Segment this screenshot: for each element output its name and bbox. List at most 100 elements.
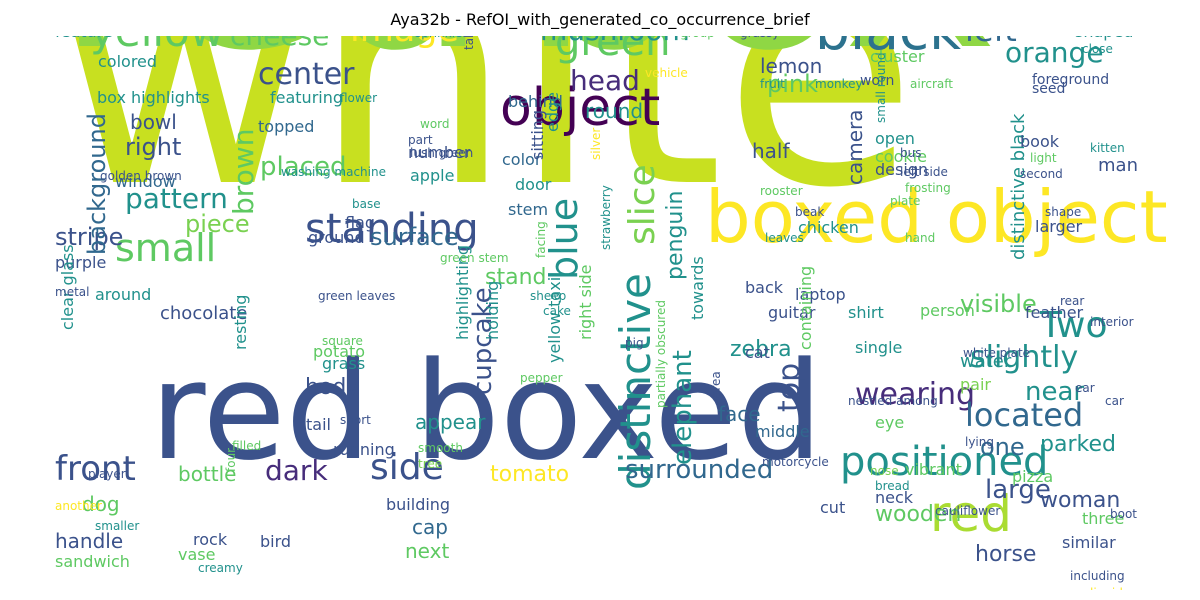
word-cloud-word: nose bbox=[870, 464, 899, 479]
word-cloud-word: light bbox=[1030, 151, 1057, 166]
word-cloud-word: orange bbox=[1005, 36, 1104, 70]
word-cloud-word: top bbox=[772, 362, 807, 412]
word-cloud-word: wearing bbox=[855, 377, 976, 413]
word-cloud-word: cheese bbox=[230, 36, 329, 50]
word-cloud-word: side bbox=[370, 447, 444, 489]
word-cloud-word: cake bbox=[543, 304, 571, 319]
word-cloud-word: rock bbox=[193, 529, 228, 549]
word-cloud-word: word bbox=[420, 117, 450, 132]
word-cloud-word: surrounded bbox=[625, 454, 774, 485]
word-cloud-word: aircraft bbox=[910, 77, 953, 92]
word-cloud-word: similar bbox=[1062, 532, 1116, 552]
word-cloud-word: black bbox=[815, 36, 961, 58]
word-cloud-word: frosting bbox=[905, 181, 951, 196]
word-cloud-word: window bbox=[115, 171, 176, 191]
word-cloud-word: stand bbox=[485, 264, 547, 290]
word-cloud-word: tree bbox=[418, 457, 443, 472]
word-cloud-word: person bbox=[920, 300, 975, 320]
word-cloud-word: smooth bbox=[418, 441, 463, 456]
word-cloud-word: bottle bbox=[178, 461, 237, 486]
word-cloud-word: flag bbox=[345, 212, 376, 232]
word-cloud-word: ground bbox=[308, 227, 365, 247]
word-cloud-word: number bbox=[408, 142, 471, 162]
word-cloud-word: beak bbox=[795, 205, 825, 220]
word-cloud-word: another bbox=[55, 499, 102, 514]
word-cloud-word: right bbox=[125, 133, 182, 162]
word-cloud-word: bowl bbox=[130, 109, 177, 134]
word-cloud-word: bird bbox=[260, 531, 292, 551]
word-cloud-word: slightly bbox=[970, 340, 1079, 376]
word-cloud-word: sprinkle bbox=[415, 36, 462, 39]
word-cloud-word: including bbox=[1070, 569, 1125, 584]
word-cloud-word: large bbox=[985, 474, 1051, 505]
word-cloud-word: motorcycle bbox=[762, 455, 829, 470]
word-cloud-word: positioned bbox=[840, 439, 1049, 486]
word-cloud-word: yellow bbox=[90, 36, 224, 53]
word-cloud-word: towards bbox=[688, 256, 707, 320]
word-cloud-word: shape bbox=[1045, 205, 1082, 220]
word-cloud-word: man bbox=[1098, 155, 1138, 177]
word-cloud-word: rooster bbox=[760, 184, 803, 199]
word-cloud-word: vibrant bbox=[905, 459, 962, 479]
word-cloud-word: zebra bbox=[730, 336, 792, 362]
word-cloud-word: boot bbox=[1110, 507, 1138, 522]
word-cloud-word: dog bbox=[82, 491, 120, 516]
word-cloud-word: liquid bbox=[1090, 587, 1123, 590]
word-cloud-word: design bbox=[875, 159, 929, 179]
word-cloud-word: cauliflower bbox=[935, 504, 1001, 519]
word-cloud-word: part bbox=[408, 133, 433, 148]
word-cloud-word: foreground bbox=[1032, 71, 1110, 88]
word-cloud-word: facing bbox=[534, 221, 548, 258]
word-cloud-word: white plate bbox=[963, 346, 1031, 361]
word-cloud-word: camera bbox=[843, 109, 867, 185]
word-cloud-word: square bbox=[322, 334, 363, 349]
word-cloud-word: textured bbox=[245, 36, 296, 39]
word-cloud-word: around bbox=[95, 284, 152, 304]
word-cloud-word: purple bbox=[55, 252, 107, 272]
word-cloud-word: color bbox=[502, 149, 542, 169]
word-cloud-word: elephant bbox=[668, 350, 698, 465]
word-cloud-word: holding bbox=[483, 280, 502, 340]
word-cloud-word: box highlights bbox=[97, 87, 210, 107]
word-cloud-word: strawberry bbox=[599, 185, 613, 250]
word-cloud-word: partially obscured bbox=[654, 300, 668, 408]
word-cloud-word: water bbox=[960, 351, 1012, 373]
word-cloud-word: chocolate bbox=[160, 303, 248, 325]
word-cloud-word: box bbox=[520, 36, 999, 88]
word-cloud-word: fruit bbox=[760, 77, 785, 92]
word-cloud-word: eye bbox=[875, 412, 905, 432]
word-cloud-word: pattern bbox=[125, 182, 228, 216]
word-cloud-word: pig bbox=[625, 336, 644, 351]
word-cloud-word: cap bbox=[412, 514, 448, 539]
word-cloud-word: shaped bbox=[1075, 36, 1133, 40]
word-cloud-word: apple bbox=[410, 165, 455, 185]
word-cloud-word: player bbox=[88, 467, 126, 482]
word-cloud-word: next bbox=[405, 538, 450, 563]
word-cloud-word: sandwich bbox=[55, 551, 130, 571]
word-cloud-word: group bbox=[680, 36, 715, 39]
word-cloud-word: grassy bbox=[740, 36, 780, 39]
word-cloud-word: near bbox=[1025, 376, 1085, 407]
word-cloud-word: tall bbox=[462, 36, 476, 50]
word-cloud-word: monkey bbox=[815, 77, 863, 92]
word-cloud-word: background bbox=[83, 113, 111, 255]
word-cloud-word: pizza bbox=[1012, 466, 1054, 486]
word-cloud-word: brown bbox=[227, 128, 260, 215]
word-cloud-word: mushroom bbox=[540, 36, 690, 45]
word-cloud-word: stem bbox=[508, 199, 549, 219]
word-cloud-word: filled bbox=[232, 439, 262, 454]
word-cloud-word: right side bbox=[576, 264, 595, 340]
word-cloud-word: standing bbox=[305, 206, 479, 253]
word-cloud-word: worn bbox=[860, 72, 895, 89]
word-cloud-word: green bbox=[555, 36, 671, 66]
word-cloud-word: one bbox=[980, 433, 1025, 462]
word-cloud-word: close bbox=[1082, 42, 1113, 57]
word-cloud-word: white bbox=[55, 36, 918, 257]
word-cloud-word: lush green bbox=[410, 146, 474, 161]
word-cloud-word: door bbox=[515, 174, 552, 194]
word-cloud-word: kitten bbox=[1090, 141, 1125, 156]
word-cloud-word: surface bbox=[370, 223, 459, 252]
word-cloud-word: three bbox=[1082, 508, 1125, 528]
word-cloud-word: head bbox=[570, 64, 640, 98]
